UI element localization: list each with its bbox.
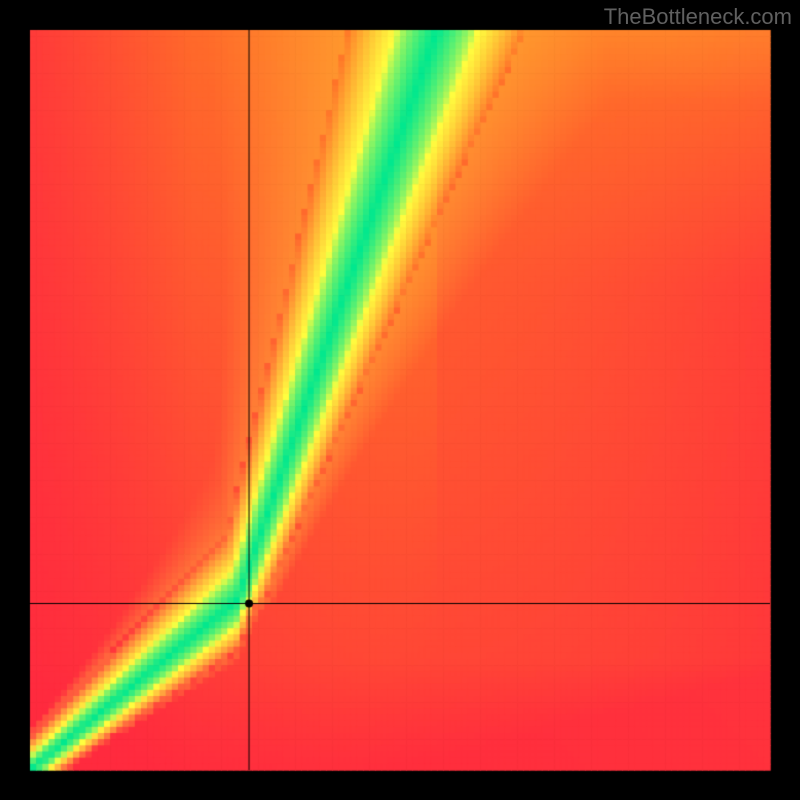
watermark-text: TheBottleneck.com — [604, 4, 792, 30]
chart-container: { "watermark": "TheBottleneck.com", "cha… — [0, 0, 800, 800]
bottleneck-heatmap — [0, 0, 800, 800]
